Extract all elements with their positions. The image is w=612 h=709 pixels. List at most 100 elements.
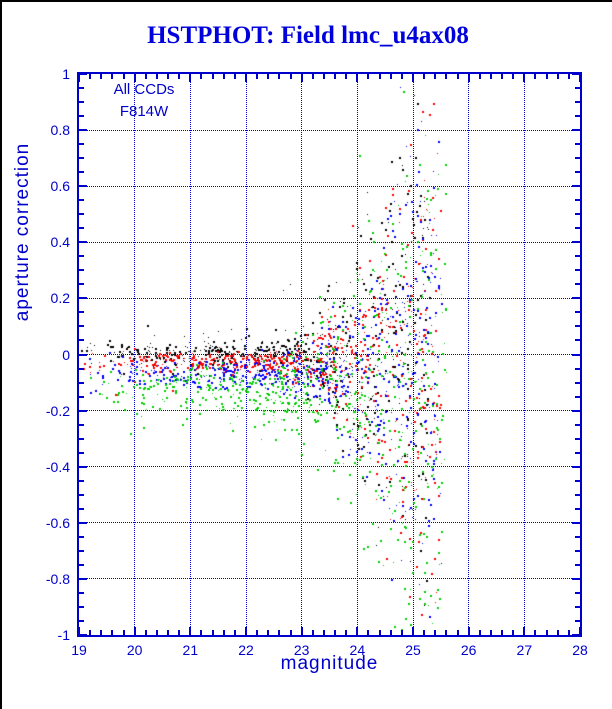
tick-mark <box>575 438 580 440</box>
tick-mark <box>367 630 369 635</box>
tick-mark <box>575 424 580 426</box>
tick-mark <box>100 630 102 635</box>
tick-mark <box>457 74 459 79</box>
annotation-all-ccds: All CCDs <box>113 81 175 98</box>
tick-mark <box>79 424 84 426</box>
x-tick-label: 25 <box>405 642 421 658</box>
tick-mark <box>111 630 113 635</box>
tick-mark <box>575 494 580 496</box>
tick-mark <box>134 627 136 635</box>
tick-mark <box>290 630 292 635</box>
tick-mark <box>568 74 570 79</box>
tick-mark <box>256 630 258 635</box>
tick-mark <box>423 630 425 635</box>
tick-mark <box>445 74 447 79</box>
tick-mark <box>79 311 84 313</box>
tick-mark <box>468 74 470 82</box>
tick-mark <box>212 630 214 635</box>
tick-mark <box>245 627 247 635</box>
tick-mark <box>79 354 87 356</box>
tick-mark <box>178 630 180 635</box>
tick-mark <box>356 627 358 635</box>
tick-mark <box>223 74 225 79</box>
tick-mark <box>89 630 91 635</box>
tick-mark <box>579 627 581 635</box>
tick-mark <box>200 630 202 635</box>
tick-mark <box>479 74 481 79</box>
x-tick-label: 24 <box>349 642 366 658</box>
x-axis-label: magnitude <box>280 653 379 674</box>
tick-mark <box>278 630 280 635</box>
y-tick-label: 0.2 <box>50 290 70 307</box>
tick-mark <box>323 74 325 79</box>
tick-mark <box>575 368 580 370</box>
tick-mark <box>123 74 125 79</box>
tick-mark <box>79 157 84 159</box>
tick-mark <box>89 74 91 79</box>
tick-mark <box>79 129 87 131</box>
tick-mark <box>575 269 580 271</box>
tick-mark <box>575 171 580 173</box>
tick-mark <box>512 74 514 79</box>
tick-mark <box>572 129 580 131</box>
tick-mark <box>490 74 492 79</box>
y-tick-label: 0 <box>62 346 70 363</box>
tick-mark <box>390 630 392 635</box>
tick-mark <box>278 74 280 79</box>
x-tick-label: 28 <box>572 642 588 658</box>
y-tick-label: -1 <box>57 627 70 643</box>
tick-mark <box>379 630 381 635</box>
tick-mark <box>575 592 580 594</box>
tick-mark <box>501 74 503 79</box>
tick-mark <box>79 606 84 608</box>
tick-mark <box>323 630 325 635</box>
tick-mark <box>79 213 84 215</box>
tick-mark <box>189 74 191 82</box>
tick-mark <box>79 382 84 384</box>
tick-mark <box>145 74 147 79</box>
tick-mark <box>490 630 492 635</box>
tick-mark <box>575 213 580 215</box>
tick-mark <box>79 438 84 440</box>
y-tick-label: -0.6 <box>45 514 70 531</box>
tick-mark <box>534 74 536 79</box>
tick-mark <box>434 630 436 635</box>
tick-mark <box>572 185 580 187</box>
tick-mark <box>212 74 214 79</box>
tick-mark <box>572 297 580 299</box>
tick-mark <box>579 74 581 82</box>
tick-mark <box>412 74 414 82</box>
tick-mark <box>267 630 269 635</box>
tick-mark <box>79 368 84 370</box>
tick-mark <box>312 630 314 635</box>
tick-mark <box>575 157 580 159</box>
plot-frame: All CCDs F814W <box>77 72 582 637</box>
tick-mark <box>79 115 84 117</box>
tick-mark <box>79 536 84 538</box>
tick-mark <box>156 74 158 79</box>
tick-mark <box>79 494 84 496</box>
tick-mark <box>356 74 358 82</box>
y-tick-label: 0.6 <box>50 178 70 195</box>
tick-mark <box>575 606 580 608</box>
x-tick-label: 22 <box>238 642 254 658</box>
tick-mark <box>79 592 84 594</box>
y-tick-label: 0.4 <box>50 234 70 251</box>
annotation-filter: F814W <box>119 103 169 120</box>
tick-mark <box>401 74 403 79</box>
tick-mark <box>575 227 580 229</box>
tick-mark <box>575 311 580 313</box>
tick-mark <box>79 269 84 271</box>
y-tick-label: -0.2 <box>45 402 70 419</box>
tick-mark <box>575 382 580 384</box>
tick-mark <box>79 199 84 201</box>
tick-mark <box>575 115 580 117</box>
tick-mark <box>345 74 347 79</box>
tick-mark <box>575 536 580 538</box>
tick-mark <box>367 74 369 79</box>
tick-mark <box>79 452 84 454</box>
tick-mark <box>468 627 470 635</box>
tick-mark <box>575 87 580 89</box>
tick-mark <box>575 199 580 201</box>
tick-mark <box>501 630 503 635</box>
